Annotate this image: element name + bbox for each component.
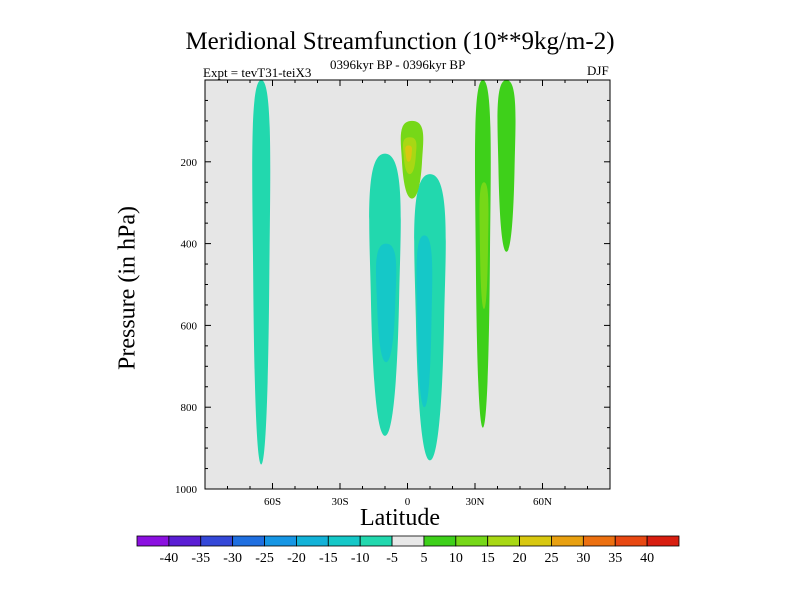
colorbar-label: 40	[640, 551, 654, 566]
colorbar-swatch	[136, 535, 170, 547]
y-tick-label: 600	[181, 320, 198, 332]
colorbar-label: 20	[513, 551, 527, 566]
colorbar-swatch	[646, 535, 680, 547]
colorbar-swatch	[200, 535, 234, 547]
colorbar-label: -40	[160, 551, 179, 566]
contour-tropical-negative-core-west	[375, 243, 397, 363]
contour-upper-positive-max	[405, 145, 413, 162]
colorbar-label: 15	[481, 551, 495, 566]
x-tick-label: 60N	[533, 496, 552, 508]
colorbar-label: -35	[191, 551, 210, 566]
contour-northern-upper-cell	[497, 80, 516, 252]
x-tick-label: 60S	[264, 496, 281, 508]
colorbar-label: 25	[544, 551, 558, 566]
time-range-label: 0396kyr BP - 0396kyr BP	[330, 57, 466, 72]
experiment-label: Expt = tevT31-teiX3	[203, 65, 312, 80]
y-tick-label: 200	[181, 157, 198, 169]
colorbar-label: 10	[449, 551, 463, 566]
colorbar-swatch	[264, 535, 297, 547]
colorbar-swatch	[487, 535, 520, 547]
colorbar-label: -10	[351, 551, 370, 566]
y-tick-label: 400	[181, 239, 198, 251]
contour-tropical-negative-core-east	[416, 235, 433, 408]
y-tick-label: 1000	[175, 484, 198, 496]
colorbar-label: -20	[287, 551, 306, 566]
colorbar-swatch	[582, 535, 616, 547]
colorbar-swatch	[551, 535, 584, 547]
y-tick-label: 800	[181, 402, 198, 414]
colorbar: -40 -35 -30 -25 -20 -15 -10 -5 5 10 15 20 25 30 35 40	[136, 535, 680, 566]
colorbar-label: 35	[608, 551, 622, 566]
x-axis-label: Latitude	[360, 505, 440, 531]
chart-title: Meridional Streamfunction (10**9kg/m-2)	[185, 28, 615, 55]
colorbar-swatch	[614, 535, 648, 547]
colorbar-label: 30	[576, 551, 590, 566]
contour-southern-polar-strip	[252, 80, 271, 465]
contour-cells	[252, 80, 516, 465]
colorbar-swatch	[359, 535, 393, 547]
colorbar-label: 5	[420, 551, 427, 566]
colorbar-swatch	[327, 535, 361, 547]
colorbar-swatch	[391, 535, 425, 547]
colorbar-swatch	[168, 535, 202, 547]
colorbar-swatch	[296, 535, 329, 547]
colorbar-label: -25	[255, 551, 274, 566]
colorbar-swatch	[519, 535, 552, 547]
colorbar-label: -30	[223, 551, 242, 566]
colorbar-swatch	[232, 535, 265, 547]
colorbar-swatch	[423, 535, 457, 547]
x-tick-label: 0	[405, 496, 411, 508]
contour-northern-positive-core	[479, 182, 489, 310]
colorbar-label: -15	[319, 551, 338, 566]
axis-ticks: 60S 30S 0 30N 60N 200 400 600 800 1000	[175, 80, 610, 508]
colorbar-swatch	[455, 535, 489, 547]
x-tick-label: 30S	[331, 496, 348, 508]
x-tick-label: 30N	[466, 496, 485, 508]
colorbar-label: -5	[386, 551, 398, 566]
season-label: DJF	[587, 63, 609, 78]
